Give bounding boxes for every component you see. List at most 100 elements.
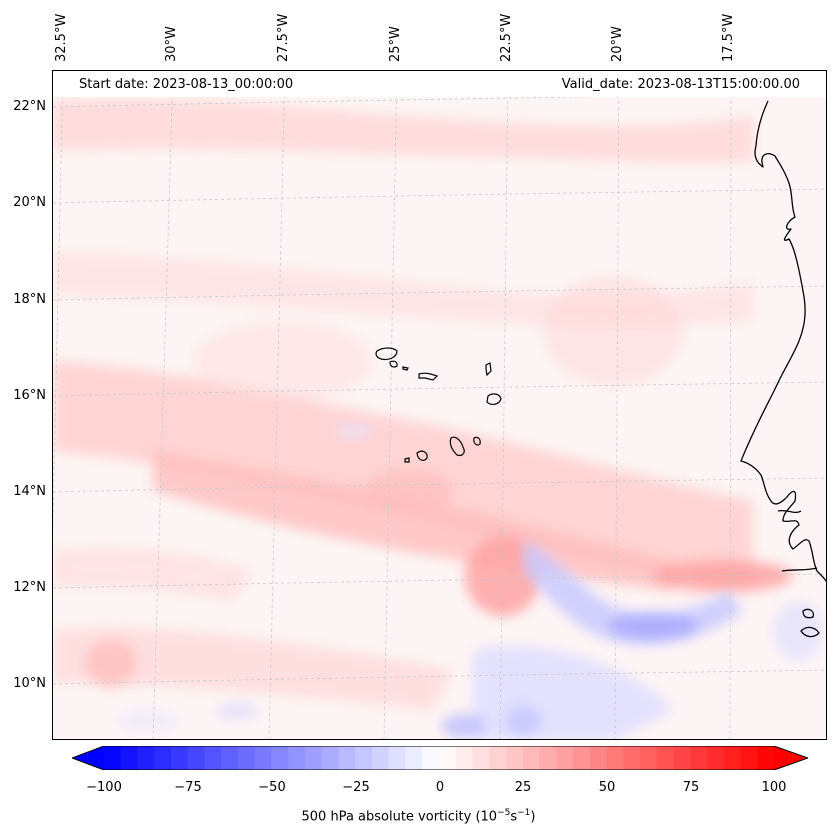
- colorbar-bin: [522, 746, 541, 770]
- colorbar-bin: [388, 746, 407, 770]
- vorticity-map[interactable]: Start date: 2023-08-13_00:00:00 Valid_da…: [52, 70, 827, 740]
- colorbar-bin: [707, 746, 725, 770]
- colorbar-bin: [455, 746, 474, 770]
- coast-gambia: [781, 567, 818, 572]
- vorticity-patch: [53, 98, 753, 163]
- colorbar-tick-75: 75: [682, 780, 700, 795]
- vorticity-patch: [333, 423, 373, 439]
- colorbar-tick-25: 25: [514, 780, 532, 795]
- island-sal: [485, 362, 492, 377]
- colorbar-bin: [238, 746, 256, 770]
- lat-label-10n: 10°N: [13, 676, 46, 691]
- colorbar-bin: [321, 746, 340, 770]
- colorbar-bin: [673, 746, 691, 770]
- lon-label-20w: 20°W: [610, 26, 625, 62]
- colorbar-bin: [556, 746, 574, 770]
- vorticity-patch: [505, 706, 541, 736]
- coast-bijagos: [802, 608, 815, 619]
- colorbar-title-exp1: −5: [497, 808, 511, 818]
- colorbar-tick-50: 50: [598, 780, 616, 795]
- graticule-lon-25w: [383, 71, 398, 739]
- vorticity-patch: [193, 321, 373, 401]
- vorticity-patch: [608, 612, 698, 640]
- graticule-lon-20w: [614, 71, 620, 739]
- start-date-label: Start date: 2023-08-13_00:00:00: [79, 77, 294, 92]
- africa-coastline: [740, 100, 826, 638]
- vorticity-patch: [53, 626, 453, 711]
- vorticity-patch: [441, 714, 485, 738]
- island-sao-vicente: [389, 360, 398, 368]
- island-santiago: [449, 436, 465, 457]
- colorbar-tick-100: 100: [761, 780, 787, 795]
- colorbar-bin: [305, 746, 323, 770]
- graticule-lon-17-5w: [729, 71, 732, 739]
- colorbar-bin: [690, 746, 708, 770]
- colorbar-bin: [489, 746, 507, 770]
- lat-label-12n: 12°N: [13, 580, 46, 595]
- island-maio: [473, 436, 481, 446]
- vorticity-patch: [543, 276, 683, 386]
- colorbar-bin: [439, 746, 457, 770]
- vorticity-field: [53, 71, 826, 739]
- colorbar-extend-max: [774, 746, 808, 770]
- colorbar-title-prefix: 500 hPa absolute vorticity (10: [301, 809, 498, 825]
- colorbar-bin: [573, 746, 591, 770]
- colorbar-bin: [137, 746, 155, 770]
- colorbar-title-suffix: ): [530, 809, 536, 825]
- colorbar-bin: [288, 746, 306, 770]
- lat-label-16n: 16°N: [13, 388, 46, 403]
- graticule-lon-27-5w: [268, 71, 286, 739]
- colorbar-bin: [104, 746, 122, 770]
- island-sao-nicolau: [418, 372, 439, 381]
- lon-label-25w: 25°W: [388, 26, 403, 62]
- colorbar-bin: [405, 746, 423, 770]
- colorbar-title-mid: s: [510, 809, 518, 825]
- coast-guinea: [800, 626, 820, 638]
- vorticity-patch: [118, 711, 178, 731]
- island-santa-luzia: [402, 366, 409, 371]
- island-boa-vista: [486, 393, 502, 405]
- colorbar-title-exp2: −1: [517, 808, 531, 818]
- colorbar-bin: [640, 746, 658, 770]
- colorbar-title: 500 hPa absolute vorticity (10−5s−1): [0, 808, 837, 824]
- positive-vorticity-patches: [53, 98, 793, 711]
- colorbar-bin: [506, 746, 524, 770]
- negative-vorticity-patches: [118, 423, 823, 739]
- colorbar-bin: [623, 746, 641, 770]
- colorbar-bin: [154, 746, 172, 770]
- map-info-bar: Start date: 2023-08-13_00:00:00 Valid_da…: [53, 71, 826, 97]
- vorticity-patch: [363, 469, 453, 513]
- cape-verde-islands: [375, 347, 502, 463]
- vorticity-patch: [653, 560, 793, 592]
- valid-date-label: Valid_date: 2023-08-13T15:00:00.00: [561, 77, 800, 92]
- graticule: [53, 71, 826, 739]
- graticule-lon-22-5w: [499, 71, 509, 739]
- vorticity-patch: [216, 703, 260, 719]
- colorbar-bin: [254, 746, 273, 770]
- colorbar-bin: [589, 746, 608, 770]
- colorbar-bin: [221, 746, 239, 770]
- colorbar-bin: [757, 746, 775, 770]
- lon-label-17-5w: 17.5°W: [721, 13, 736, 62]
- vorticity-patch: [53, 547, 253, 601]
- colorbar-extend-min: [72, 746, 104, 770]
- colorbar-bin: [338, 746, 356, 770]
- colorbar-bin: [472, 746, 490, 770]
- island-fogo: [416, 450, 428, 461]
- lon-label-27-5w: 27.5°W: [276, 13, 291, 62]
- colorbar-bin: [539, 746, 557, 770]
- vorticity-patch: [465, 536, 541, 616]
- colorbar-bin: [740, 746, 758, 770]
- colorbar-bin: [422, 746, 440, 770]
- lat-label-14n: 14°N: [13, 484, 46, 499]
- colorbar-bin: [204, 746, 222, 770]
- colorbar-tick-minus25: −25: [342, 780, 370, 795]
- colorbar-bin: [120, 746, 139, 770]
- lat-label-20n: 20°N: [13, 195, 46, 210]
- lat-label-22n: 22°N: [13, 99, 46, 114]
- graticule-lon-30w: [152, 71, 174, 739]
- colorbar-bin: [372, 746, 390, 770]
- lon-label-22-5w: 22.5°W: [499, 13, 514, 62]
- colorbar-tick-minus100: −100: [86, 780, 122, 795]
- coast-mainland: [740, 100, 826, 583]
